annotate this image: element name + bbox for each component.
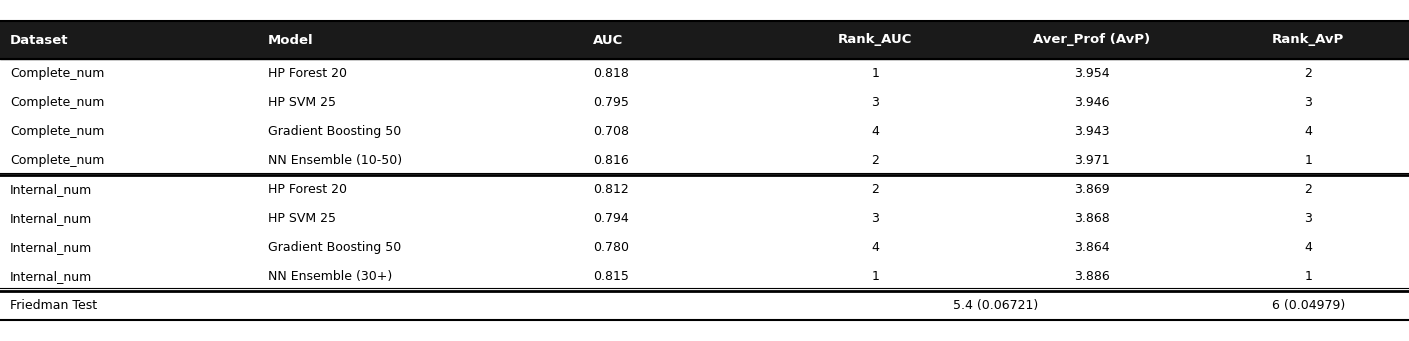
Text: AUC: AUC: [593, 33, 623, 46]
Text: 5.4 (0.06721): 5.4 (0.06721): [954, 299, 1038, 312]
Bar: [0, 117, 1409, 146]
Text: Internal_num: Internal_num: [10, 212, 92, 225]
Text: 3: 3: [1305, 96, 1312, 109]
Text: Internal_num: Internal_num: [10, 183, 92, 196]
Text: 3.869: 3.869: [1074, 183, 1109, 196]
Text: 2: 2: [871, 154, 879, 167]
Text: 0.812: 0.812: [593, 183, 628, 196]
Bar: [0, 59, 1409, 88]
Text: 4: 4: [871, 125, 879, 138]
Text: Rank_AUC: Rank_AUC: [838, 33, 913, 46]
Bar: [0, 175, 1409, 204]
Text: Dataset: Dataset: [10, 33, 69, 46]
Text: 6 (0.04979): 6 (0.04979): [1271, 299, 1344, 312]
Text: HP Forest 20: HP Forest 20: [268, 183, 347, 196]
Text: HP SVM 25: HP SVM 25: [268, 96, 337, 109]
Text: 1: 1: [1305, 154, 1312, 167]
Text: 3.954: 3.954: [1074, 67, 1109, 80]
Text: 3.886: 3.886: [1074, 270, 1110, 283]
Text: 1: 1: [871, 67, 879, 80]
Text: 4: 4: [871, 241, 879, 254]
Bar: [0, 262, 1409, 291]
Bar: [0, 146, 1409, 175]
Text: HP SVM 25: HP SVM 25: [268, 212, 337, 225]
Text: Gradient Boosting 50: Gradient Boosting 50: [268, 125, 402, 138]
Text: 3: 3: [871, 212, 879, 225]
Bar: [0, 88, 1409, 117]
Text: Internal_num: Internal_num: [10, 270, 92, 283]
Text: 0.708: 0.708: [593, 125, 628, 138]
Text: 1: 1: [1305, 270, 1312, 283]
Text: HP Forest 20: HP Forest 20: [268, 67, 347, 80]
Text: Complete_num: Complete_num: [10, 125, 104, 138]
Text: 2: 2: [1305, 183, 1312, 196]
Text: 0.794: 0.794: [593, 212, 628, 225]
Bar: [0, 233, 1409, 262]
Text: 0.780: 0.780: [593, 241, 628, 254]
Text: 2: 2: [871, 183, 879, 196]
Bar: [0, 204, 1409, 233]
Text: Rank_AvP: Rank_AvP: [1272, 33, 1344, 46]
Text: 3.868: 3.868: [1074, 212, 1110, 225]
Text: 0.815: 0.815: [593, 270, 628, 283]
Text: Model: Model: [268, 33, 314, 46]
Bar: [0, 21, 1409, 59]
Text: Gradient Boosting 50: Gradient Boosting 50: [268, 241, 402, 254]
Text: NN Ensemble (10-50): NN Ensemble (10-50): [268, 154, 403, 167]
Text: Complete_num: Complete_num: [10, 96, 104, 109]
Text: 3: 3: [871, 96, 879, 109]
Text: 4: 4: [1305, 125, 1312, 138]
Text: Internal_num: Internal_num: [10, 241, 92, 254]
Text: Complete_num: Complete_num: [10, 154, 104, 167]
Text: Friedman Test: Friedman Test: [10, 299, 97, 312]
Text: 0.816: 0.816: [593, 154, 628, 167]
Text: NN Ensemble (30+): NN Ensemble (30+): [268, 270, 392, 283]
Text: 3: 3: [1305, 212, 1312, 225]
Text: 0.795: 0.795: [593, 96, 628, 109]
Text: 3.864: 3.864: [1074, 241, 1109, 254]
Text: 3.946: 3.946: [1074, 96, 1109, 109]
Text: Complete_num: Complete_num: [10, 67, 104, 80]
Text: 0.818: 0.818: [593, 67, 628, 80]
Text: Aver_Prof (AvP): Aver_Prof (AvP): [1033, 33, 1150, 46]
Text: 3.943: 3.943: [1074, 125, 1109, 138]
Text: 3.971: 3.971: [1074, 154, 1109, 167]
Text: 4: 4: [1305, 241, 1312, 254]
Text: 2: 2: [1305, 67, 1312, 80]
Text: 1: 1: [871, 270, 879, 283]
